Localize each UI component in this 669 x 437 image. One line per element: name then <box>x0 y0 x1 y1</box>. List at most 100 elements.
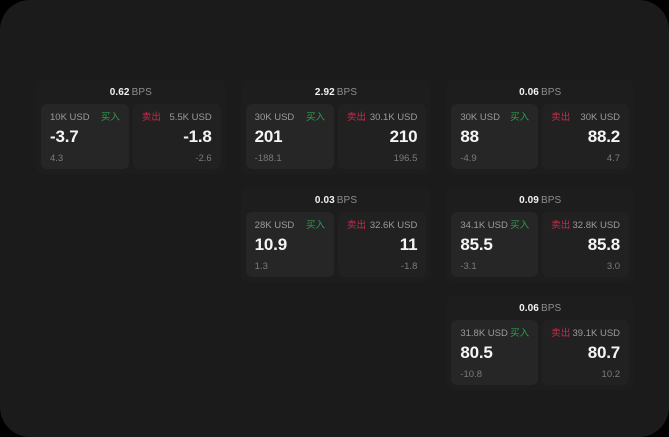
price-value: -3.7 <box>50 127 79 146</box>
quote-card[interactable]: 0.09 BPS 34.1K USD 买入 85.5 -3.1 卖出 32.8K USD 85.… <box>446 188 635 282</box>
panel-pair: 30K USD 买入 201 -188.1 卖出 30.1K USD 210 196.5 <box>245 104 427 169</box>
card-bps-header: 0.06 BPS <box>451 86 629 104</box>
sell-side-label: 卖出 <box>347 112 367 123</box>
panel-pair: 31.8K USD 买入 80.5 -10.8 卖出 39.1K USD 80.7 10.2 <box>451 320 630 385</box>
card-bps-header: 0.62 BPS <box>41 86 221 104</box>
delta-value: 196.5 <box>393 153 418 164</box>
order-size-label: 30K USD <box>580 112 621 123</box>
delta-value: 3.0 <box>606 261 621 272</box>
price-value: 85.5 <box>460 235 493 254</box>
buy-side-label: 买入 <box>100 112 120 123</box>
panel-header-row: 卖出 5.5K USD <box>142 112 212 124</box>
quote-card[interactable]: 0.03 BPS 28K USD 买入 10.9 1.3 卖出 32.6K USD 11 -1.8 <box>240 188 432 282</box>
quote-card[interactable]: 0.62 BPS 10K USD 买入 -3.7 4.3 卖出 5.5K USD -1.8 -2.… <box>36 80 226 174</box>
sell-side-label: 卖出 <box>551 112 571 123</box>
quote-panel-sell[interactable]: 卖出 39.1K USD 80.7 10.2 <box>542 320 630 385</box>
sell-side-label: 卖出 <box>347 220 367 231</box>
quote-panel-buy[interactable]: 30K USD 买入 88 -4.9 <box>451 104 539 169</box>
delta-value: -1.8 <box>400 261 418 272</box>
panel-header-row: 卖出 30K USD <box>551 112 620 124</box>
quote-panel-buy[interactable]: 31.8K USD 买入 80.5 -10.8 <box>451 320 539 385</box>
bps-value: 2.92 <box>314 87 335 98</box>
price-value: -1.8 <box>183 127 212 146</box>
price-value: 210 <box>389 127 418 146</box>
buy-side-label: 买入 <box>306 220 326 231</box>
panel-header-row: 卖出 32.6K USD <box>347 220 417 232</box>
order-size-label: 34.1K USD <box>460 220 508 231</box>
buy-side-label: 买入 <box>306 112 326 123</box>
card-bps-header: 0.06 BPS <box>451 302 629 320</box>
bps-unit-label: BPS <box>540 303 562 314</box>
quote-card-board: 0.62 BPS 10K USD 买入 -3.7 4.3 卖出 5.5K USD -1.8 -2.… <box>36 80 635 390</box>
sell-side-label: 卖出 <box>551 220 571 231</box>
delta-value: 1.3 <box>254 261 268 272</box>
delta-value: 10.2 <box>601 369 621 380</box>
delta-value: 4.3 <box>50 153 64 164</box>
bps-unit-label: BPS <box>131 87 152 98</box>
panel-header-row: 卖出 39.1K USD <box>551 328 620 340</box>
card-bps-header: 2.92 BPS <box>246 86 427 104</box>
price-value: 88.2 <box>587 127 621 146</box>
quote-panel-sell[interactable]: 卖出 30.1K USD 210 196.5 <box>338 104 427 169</box>
delta-value: 4.7 <box>606 153 621 164</box>
panel-header-row: 卖出 32.8K USD <box>551 220 620 232</box>
order-size-label: 28K USD <box>254 220 295 231</box>
order-size-label: 30.1K USD <box>369 112 418 123</box>
bps-unit-label: BPS <box>336 87 358 98</box>
price-value: 10.9 <box>254 235 287 254</box>
card-bps-header: 0.09 BPS <box>451 194 629 212</box>
delta-value: -188.1 <box>254 153 282 164</box>
bps-value: 0.62 <box>109 87 130 98</box>
bps-unit-label: BPS <box>336 195 358 206</box>
panel-header-row: 34.1K USD 买入 <box>460 220 529 232</box>
bps-value: 0.06 <box>519 303 539 314</box>
order-size-label: 5.5K USD <box>169 112 212 123</box>
panel-pair: 10K USD 买入 -3.7 4.3 卖出 5.5K USD -1.8 -2.6 <box>41 104 221 169</box>
delta-value: -4.9 <box>460 153 477 164</box>
quote-panel-buy[interactable]: 28K USD 买入 10.9 1.3 <box>245 212 335 277</box>
order-size-label: 32.6K USD <box>369 220 418 231</box>
order-size-label: 31.8K USD <box>460 328 508 339</box>
order-size-label: 10K USD <box>50 112 90 123</box>
quote-card[interactable]: 2.92 BPS 30K USD 买入 201 -188.1 卖出 30.1K USD 210 1… <box>240 80 432 174</box>
column-3: 0.06 BPS 30K USD 买入 88 -4.9 卖出 30K USD 88.2 4.7 0.… <box>446 80 635 390</box>
order-size-label: 30K USD <box>460 112 500 123</box>
quote-panel-sell[interactable]: 卖出 30K USD 88.2 4.7 <box>542 104 630 169</box>
quote-card[interactable]: 0.06 BPS 30K USD 买入 88 -4.9 卖出 30K USD 88.2 4.7 <box>446 80 635 174</box>
column-1: 0.62 BPS 10K USD 买入 -3.7 4.3 卖出 5.5K USD -1.8 -2.… <box>36 80 226 174</box>
price-value: 201 <box>254 127 283 146</box>
quote-panel-sell[interactable]: 卖出 5.5K USD -1.8 -2.6 <box>132 104 221 169</box>
bps-value: 0.09 <box>519 195 539 206</box>
quote-card[interactable]: 0.06 BPS 31.8K USD 买入 80.5 -10.8 卖出 39.1K USD 80… <box>446 296 635 390</box>
quote-panel-buy[interactable]: 34.1K USD 买入 85.5 -3.1 <box>451 212 539 277</box>
order-size-label: 39.1K USD <box>572 328 621 339</box>
panel-pair: 34.1K USD 买入 85.5 -3.1 卖出 32.8K USD 85.8 3.0 <box>451 212 630 277</box>
quote-panel-buy[interactable]: 10K USD 买入 -3.7 4.3 <box>41 104 129 169</box>
delta-value: -2.6 <box>195 153 212 164</box>
price-value: 88 <box>460 127 479 146</box>
quote-panel-buy[interactable]: 30K USD 买入 201 -188.1 <box>245 104 335 169</box>
panel-header-row: 31.8K USD 买入 <box>460 328 529 340</box>
price-value: 11 <box>399 235 418 254</box>
bps-value: 0.03 <box>314 195 335 206</box>
buy-side-label: 买入 <box>510 112 530 123</box>
panel-header-row: 10K USD 买入 <box>50 112 120 124</box>
order-size-label: 32.8K USD <box>572 220 621 231</box>
delta-value: -10.8 <box>460 369 482 380</box>
sell-side-label: 卖出 <box>141 112 161 123</box>
bps-unit-label: BPS <box>540 87 562 98</box>
quote-panel-sell[interactable]: 卖出 32.8K USD 85.8 3.0 <box>542 212 630 277</box>
panel-header-row: 卖出 30.1K USD <box>347 112 417 124</box>
panel-pair: 28K USD 买入 10.9 1.3 卖出 32.6K USD 11 -1.8 <box>245 212 427 277</box>
card-bps-header: 0.03 BPS <box>246 194 427 212</box>
quote-panel-sell[interactable]: 卖出 32.6K USD 11 -1.8 <box>338 212 427 277</box>
bps-unit-label: BPS <box>540 195 562 206</box>
panel-header-row: 30K USD 买入 <box>255 112 325 124</box>
panel-pair: 30K USD 买入 88 -4.9 卖出 30K USD 88.2 4.7 <box>451 104 630 169</box>
delta-value: -3.1 <box>460 261 477 272</box>
panel-header-row: 28K USD 买入 <box>255 220 325 232</box>
buy-side-label: 买入 <box>510 220 530 231</box>
column-2: 2.92 BPS 30K USD 买入 201 -188.1 卖出 30.1K USD 210 1… <box>240 80 432 282</box>
price-value: 80.5 <box>460 343 493 362</box>
